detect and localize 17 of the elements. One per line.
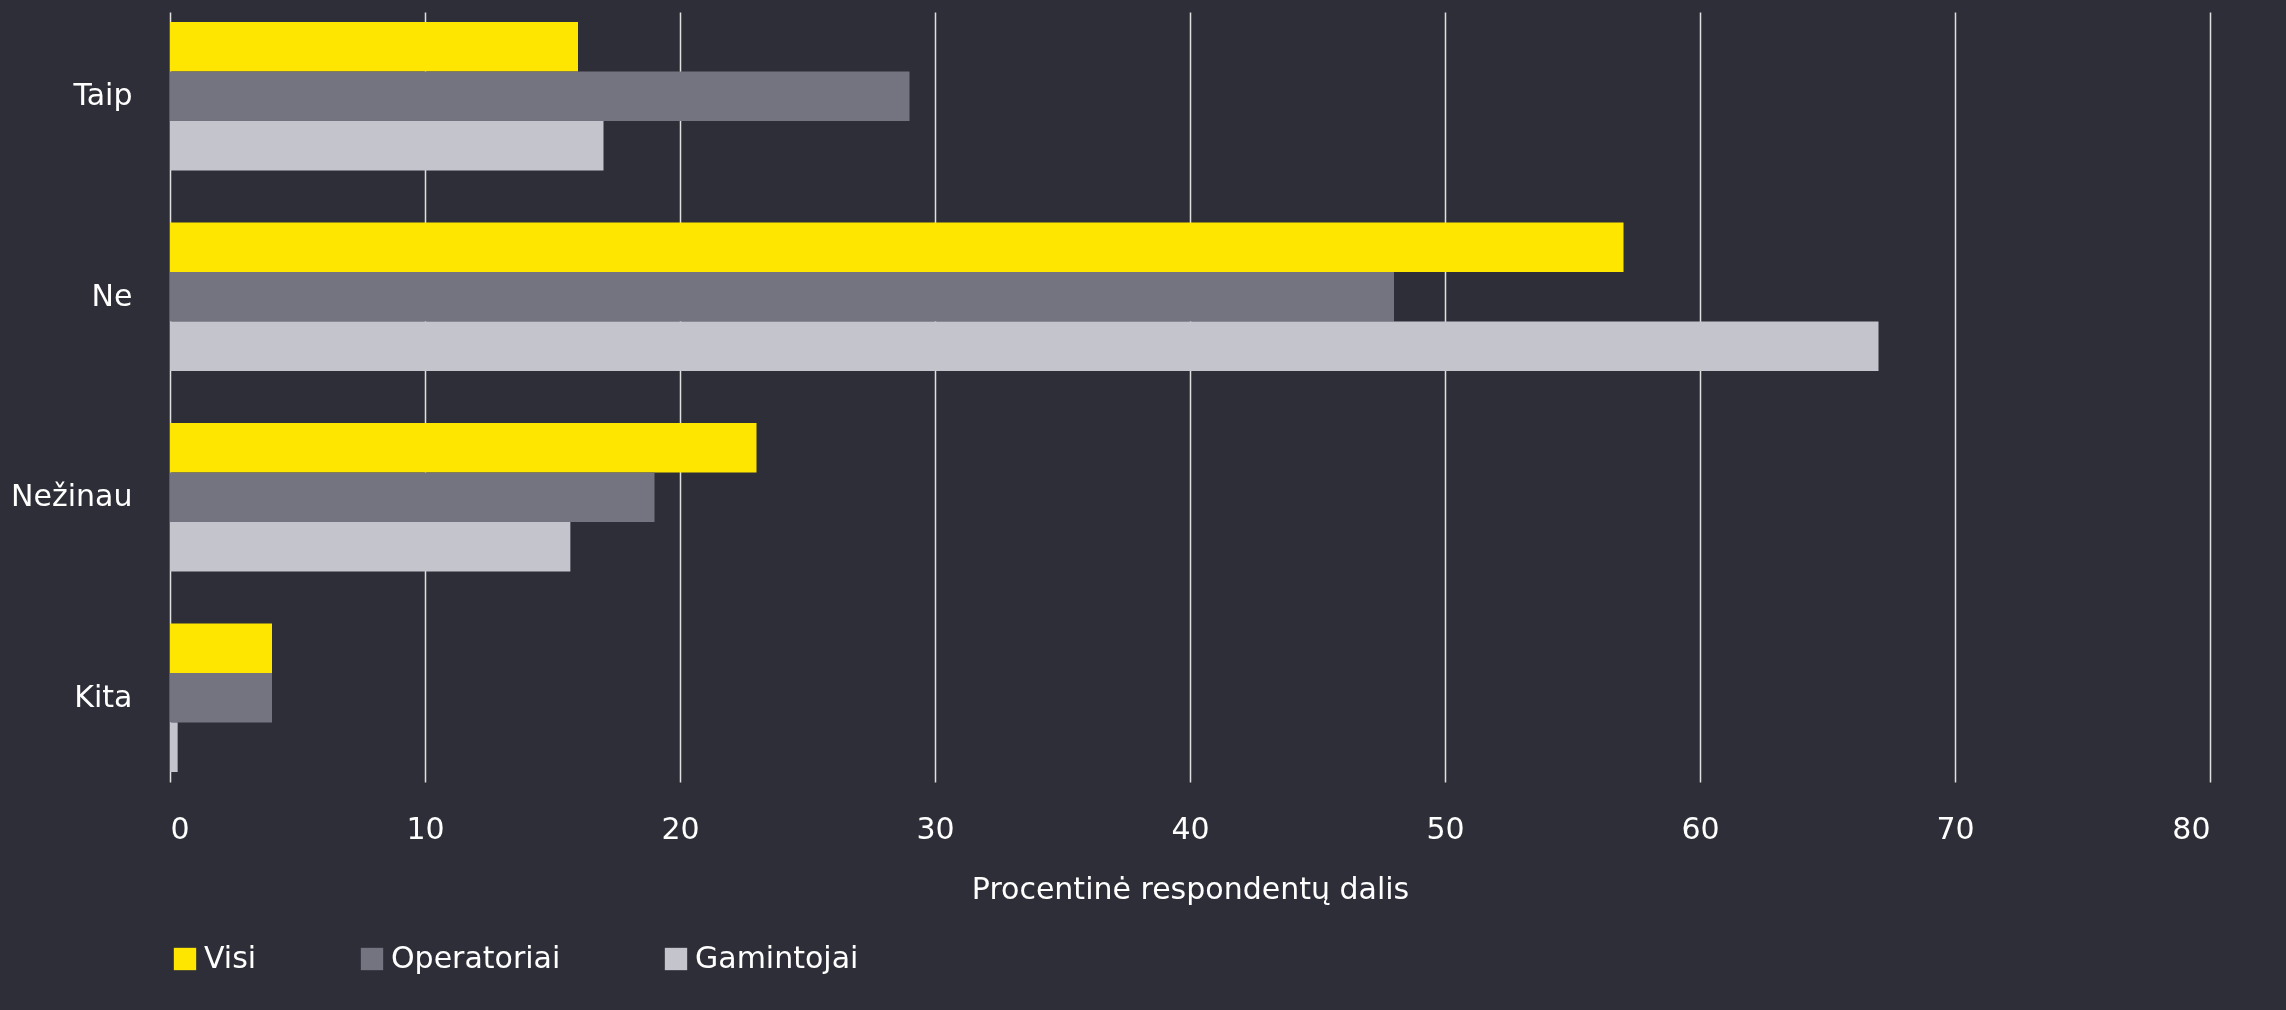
x-tick-label: 0 bbox=[170, 810, 190, 846]
x-tick-label: 80 bbox=[2172, 810, 2211, 846]
y-tick-label: Taip bbox=[72, 77, 133, 113]
legend-label: Operatoriai bbox=[391, 940, 561, 975]
y-tick-label: Nežinau bbox=[11, 478, 133, 514]
x-tick-label: 10 bbox=[406, 810, 445, 846]
x-tick-label: 60 bbox=[1681, 810, 1720, 846]
x-tick-label: 40 bbox=[1171, 810, 1210, 846]
x-tick-label: 50 bbox=[1426, 810, 1465, 846]
x-tick-label: 20 bbox=[661, 810, 700, 846]
y-tick-label: Kita bbox=[74, 678, 133, 714]
legend-label: Visi bbox=[204, 940, 257, 975]
x-axis-title: Procentinė respondentų dalis bbox=[971, 870, 1410, 906]
legend-label: Gamintojai bbox=[695, 940, 859, 975]
x-tick-label: 30 bbox=[916, 810, 955, 846]
x-tick-label: 70 bbox=[1936, 810, 1975, 846]
y-tick-label: Ne bbox=[91, 277, 133, 313]
